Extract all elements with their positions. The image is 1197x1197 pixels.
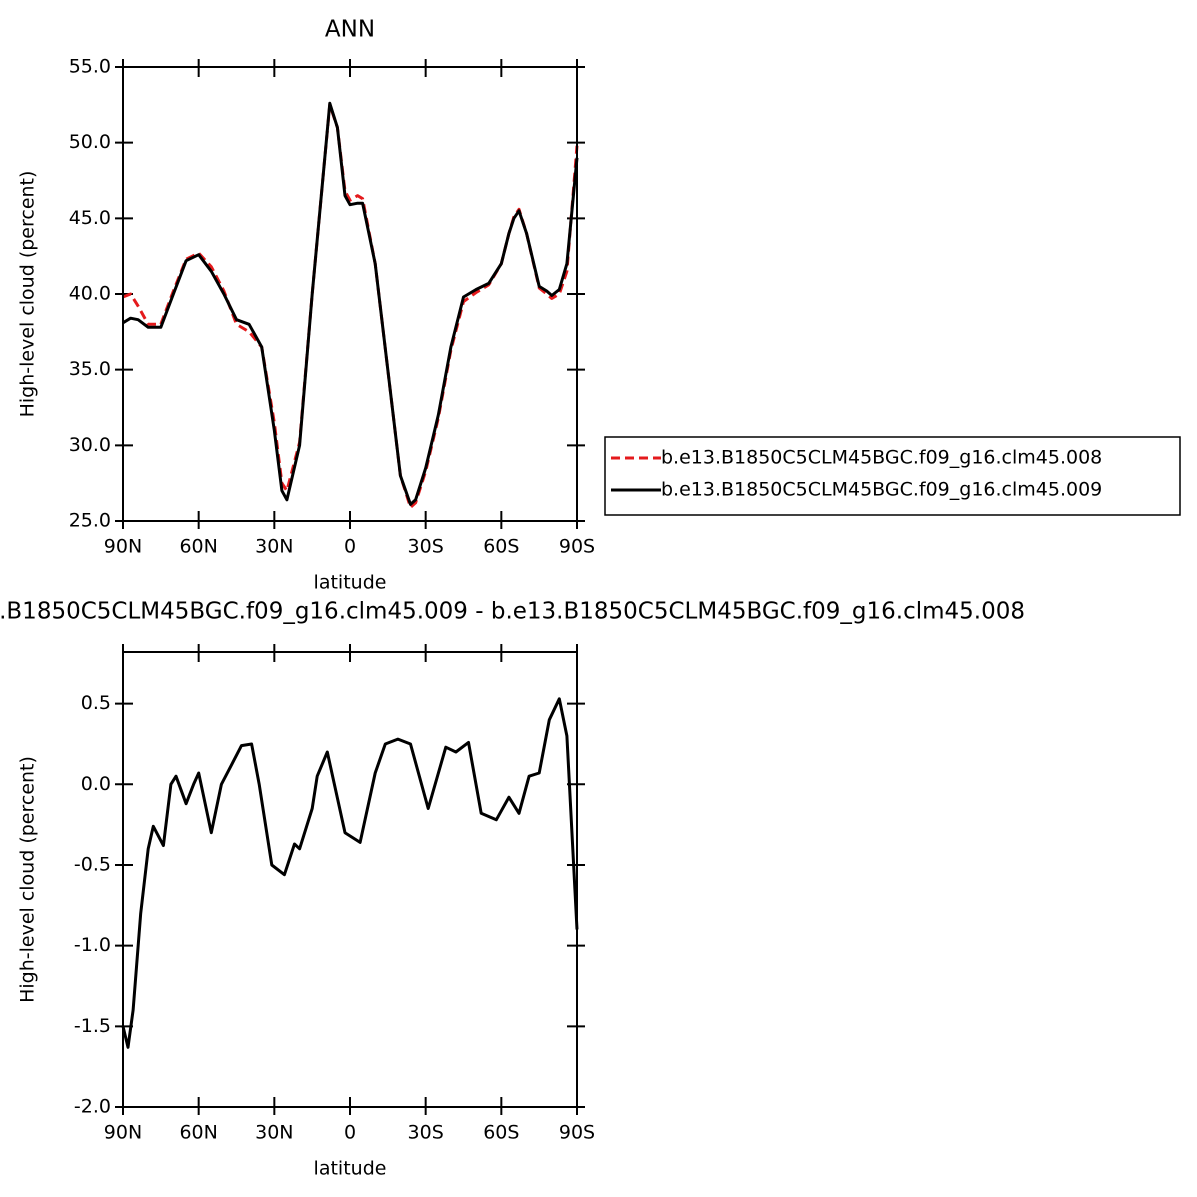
legend-label: b.e13.B1850C5CLM45BGC.f09_g16.clm45.008 (661, 447, 1102, 469)
x-axis-label: latitude (314, 572, 387, 594)
x-tick-label: 30N (255, 1122, 293, 1144)
chart-title: b.e13.B1850C5CLM45BGC.f09_g16.clm45.009 … (0, 599, 1025, 625)
y-tick-label: 55.0 (69, 56, 111, 78)
y-tick-label: -0.5 (74, 853, 111, 875)
x-tick-label: 30S (408, 1122, 444, 1144)
x-tick-label: 60S (483, 1122, 519, 1144)
x-tick-label: 0 (344, 536, 356, 558)
y-tick-label: 50.0 (69, 131, 111, 153)
data-line (122, 101, 579, 506)
plot-frame (122, 651, 578, 1108)
y-tick-label: 35.0 (69, 358, 111, 380)
legend-label: b.e13.B1850C5CLM45BGC.f09_g16.clm45.009 (661, 479, 1102, 501)
x-tick-label: 90N (104, 536, 142, 558)
y-tick-label: 25.0 (69, 510, 111, 532)
x-tick-label: 30S (408, 536, 444, 558)
y-tick-label: -1.5 (74, 1015, 111, 1037)
y-tick-label: 45.0 (69, 207, 111, 229)
y-axis-label: High-level cloud (percent) (17, 171, 39, 418)
x-tick-label: 60S (483, 536, 519, 558)
y-tick-label: -1.0 (74, 934, 111, 956)
data-line (122, 103, 579, 509)
x-tick-label: 90N (104, 1122, 142, 1144)
x-tick-label: 90S (559, 1122, 595, 1144)
x-tick-label: 30N (255, 536, 293, 558)
y-tick-label: 30.0 (69, 434, 111, 456)
y-tick-label: 0.5 (81, 692, 111, 714)
x-axis-label: latitude (314, 1158, 387, 1180)
y-tick-label: -2.0 (74, 1096, 111, 1118)
y-tick-label: 0.0 (81, 773, 111, 795)
legend-box (604, 436, 1181, 516)
x-tick-label: 60N (179, 536, 217, 558)
y-axis-label: High-level cloud (percent) (17, 756, 39, 1003)
x-tick-label: 60N (179, 1122, 217, 1144)
y-tick-label: 40.0 (69, 283, 111, 305)
x-tick-label: 0 (344, 1122, 356, 1144)
x-tick-label: 90S (559, 536, 595, 558)
data-line (121, 697, 579, 1049)
chart-title: ANN (325, 17, 375, 43)
plot-frame (122, 66, 578, 522)
